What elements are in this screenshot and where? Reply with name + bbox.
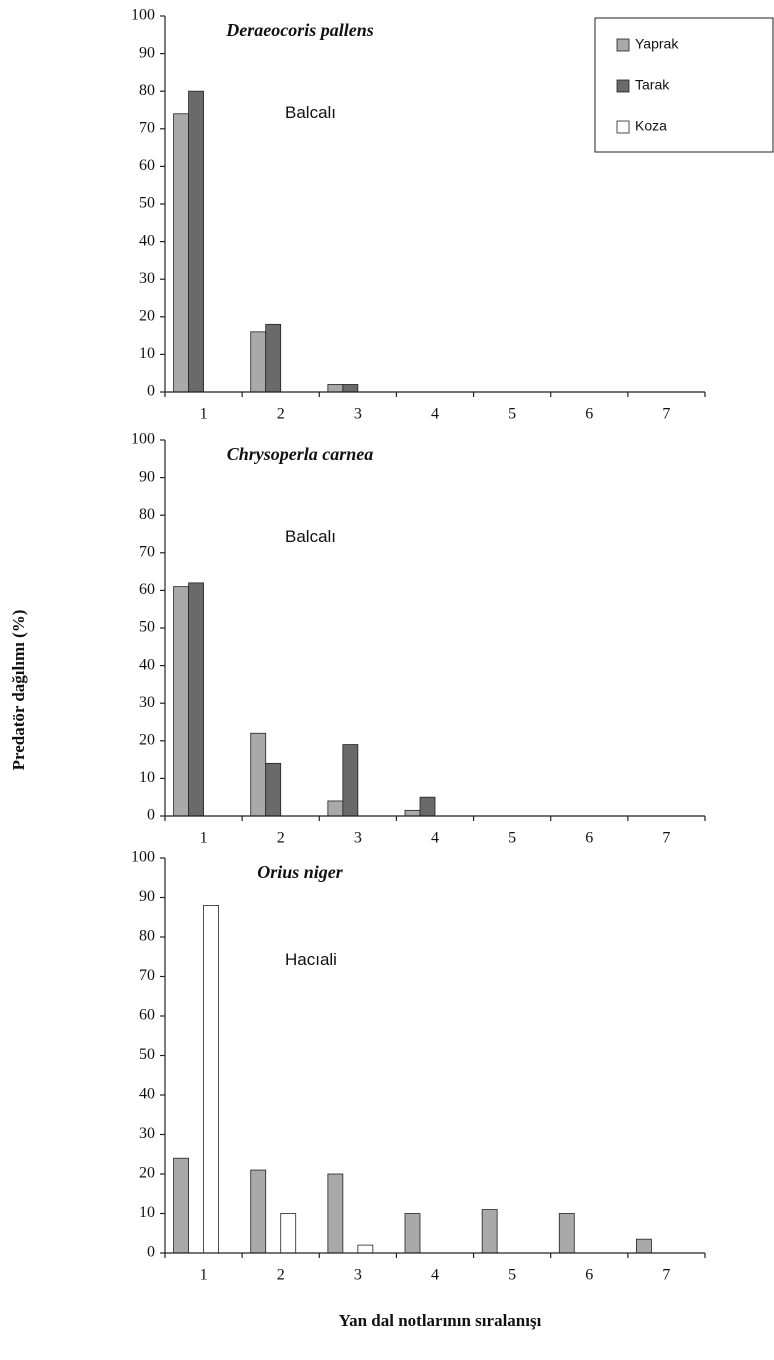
y-tick-label: 30 [139,270,155,287]
bar [173,1157,189,1254]
bar [203,905,219,1254]
y-tick-label: 20 [139,307,155,324]
y-tick-label: 90 [139,468,155,485]
y-tick-label: 60 [139,1007,155,1024]
y-tick-label: 40 [139,656,155,673]
x-tick-label: 7 [662,406,670,423]
bar [250,331,267,393]
y-tick-label: 10 [139,345,155,362]
y-tick-label: 20 [139,1165,155,1182]
x-tick-label: 7 [662,830,670,847]
x-tick-label: 5 [508,1267,516,1284]
y-tick-label: 20 [139,731,155,748]
bar [404,1213,421,1254]
bar [250,1169,267,1254]
y-tick-label: 100 [131,7,155,24]
x-tick-label: 3 [354,406,362,423]
bar [342,744,359,817]
bar [250,732,267,817]
x-tick-label: 1 [200,1267,208,1284]
x-tick-label: 2 [277,406,285,423]
y-tick-label: 80 [139,506,155,523]
x-axis-title: Yan dal notlarının sıralanışı [339,1311,542,1330]
bar [558,1213,575,1254]
bar [173,113,189,393]
y-tick-label: 50 [139,619,155,636]
legend-swatch [616,79,630,93]
bar [404,809,421,817]
chart-title: Chrysoperla carnea [227,444,374,464]
legend-label: Koza [635,118,667,134]
x-tick-label: 1 [200,406,208,423]
y-tick-label: 70 [139,119,155,136]
y-tick-label: 30 [139,1125,155,1142]
y-tick-label: 80 [139,82,155,99]
bar [280,1213,297,1254]
bar [636,1238,652,1254]
x-tick-label: 6 [585,1267,593,1284]
bar [357,1244,374,1254]
legend-label: Yaprak [635,36,679,52]
bar [481,1209,498,1254]
annotation: Balcalı [285,527,336,546]
x-tick-label: 2 [277,830,285,847]
annotation: Balcalı [285,103,336,122]
x-tick-label: 5 [508,406,516,423]
legend-swatch [616,38,630,52]
bar [327,384,344,393]
bar [419,796,436,817]
y-tick-label: 90 [139,888,155,905]
y-tick-label: 70 [139,967,155,984]
bar [265,762,282,817]
y-tick-label: 100 [131,849,155,866]
y-tick-label: 90 [139,44,155,61]
y-axis-title: Predatör dağılımı (%) [9,610,28,771]
legend-swatch [616,120,630,134]
y-tick-label: 100 [131,431,155,448]
annotation: Hacıali [285,950,337,969]
x-tick-label: 4 [431,406,439,423]
x-tick-label: 4 [431,830,439,847]
bar [327,800,344,817]
y-tick-label: 30 [139,694,155,711]
bar [327,1173,344,1254]
bar [342,384,359,393]
x-tick-label: 6 [585,830,593,847]
y-tick-label: 60 [139,157,155,174]
x-tick-label: 1 [200,830,208,847]
y-tick-label: 0 [147,807,155,824]
y-tick-label: 10 [139,1204,155,1221]
x-tick-label: 3 [354,830,362,847]
y-tick-label: 80 [139,928,155,945]
x-tick-label: 7 [662,1267,670,1284]
y-tick-label: 0 [147,1244,155,1261]
x-tick-label: 5 [508,830,516,847]
legend-label: Tarak [635,77,670,93]
y-tick-label: 50 [139,1046,155,1063]
bar [173,586,189,817]
y-tick-label: 70 [139,543,155,560]
bar [188,90,204,393]
x-tick-label: 6 [585,406,593,423]
y-tick-label: 50 [139,195,155,212]
y-tick-label: 10 [139,769,155,786]
x-tick-label: 3 [354,1267,362,1284]
x-tick-label: 2 [277,1267,285,1284]
x-tick-label: 4 [431,1267,439,1284]
chart-title: Deraeocoris pallens [225,20,374,40]
chart-title: Orius niger [257,862,344,882]
y-tick-label: 40 [139,1086,155,1103]
bar [265,323,282,393]
y-tick-label: 0 [147,383,155,400]
y-tick-label: 40 [139,232,155,249]
bar [188,582,204,817]
y-tick-label: 60 [139,581,155,598]
